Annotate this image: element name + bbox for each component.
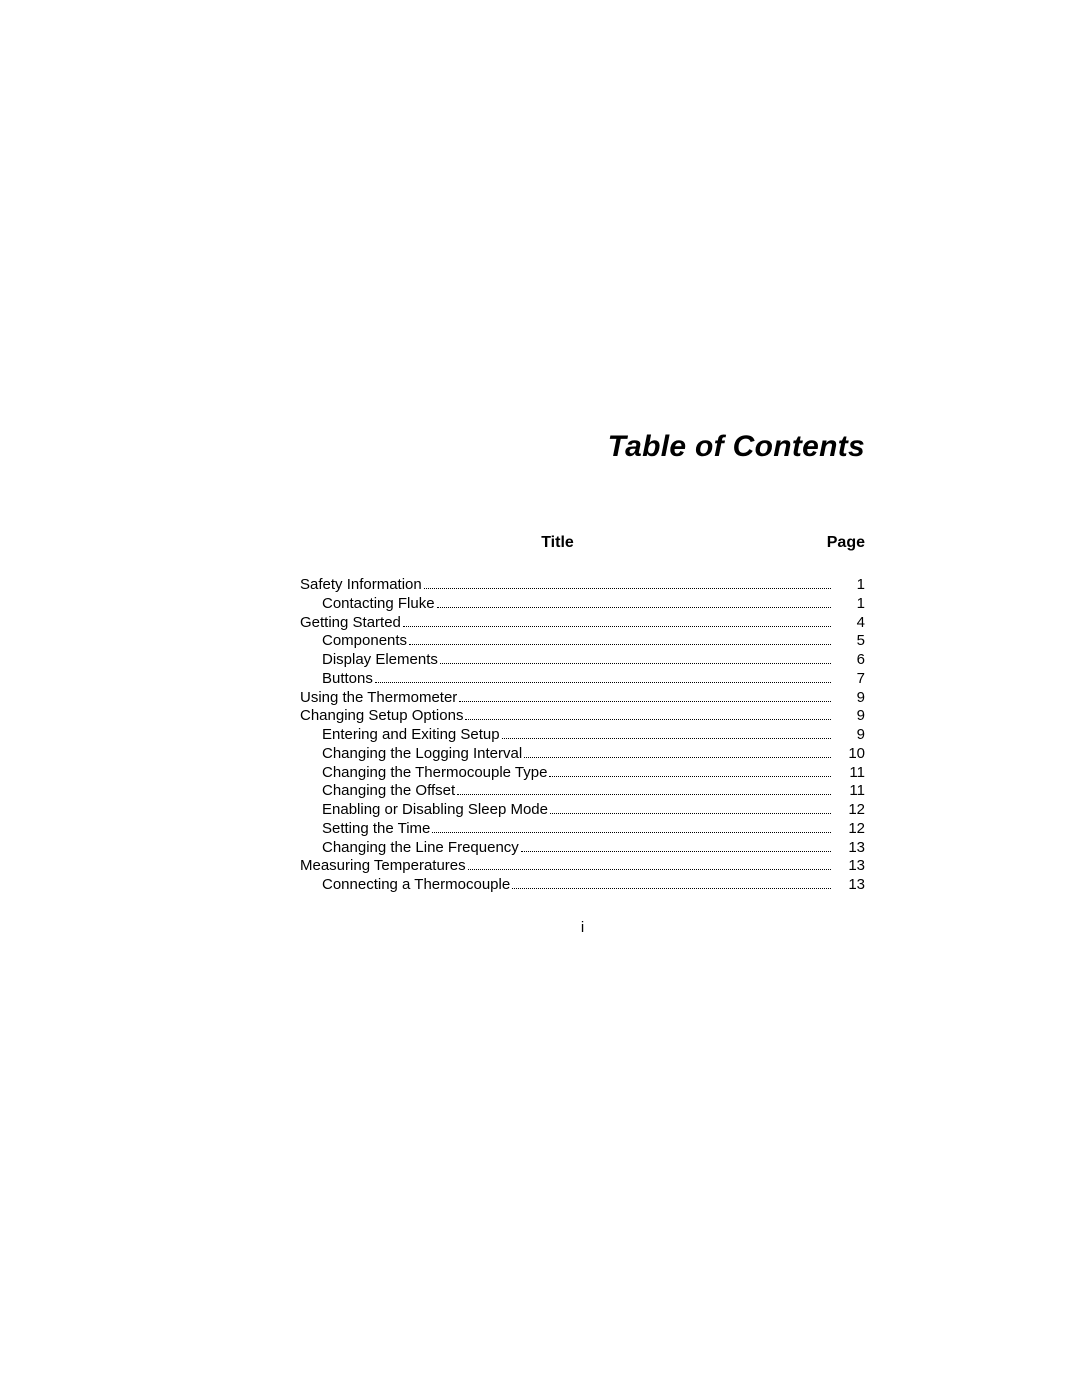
toc-leader-dots — [437, 607, 831, 608]
toc-row: Changing Setup Options 9 — [300, 707, 865, 726]
toc-entry-page: 6 — [835, 651, 865, 670]
toc-leader-dots — [409, 644, 831, 645]
toc-entry-label: Enabling or Disabling Sleep Mode — [300, 801, 548, 820]
toc-entry-page: 13 — [835, 876, 865, 895]
column-header-page: Page — [815, 534, 865, 552]
toc-entry-page: 4 — [835, 614, 865, 633]
toc-entry-label: Using the Thermometer — [300, 689, 457, 708]
toc-row: Changing the Thermocouple Type 11 — [300, 764, 865, 783]
toc-leader-dots — [440, 663, 831, 664]
toc-entry-label: Contacting Fluke — [300, 595, 435, 614]
toc-entry-label: Changing the Line Frequency — [300, 839, 519, 858]
toc-row: Components 5 — [300, 632, 865, 651]
toc-leader-dots — [550, 813, 831, 814]
toc-entry-page: 12 — [835, 801, 865, 820]
toc-leader-dots — [521, 851, 831, 852]
toc-entry-label: Connecting a Thermocouple — [300, 876, 510, 895]
toc-leader-dots — [465, 719, 831, 720]
toc-entry-page: 1 — [835, 595, 865, 614]
toc-entry-label: Measuring Temperatures — [300, 857, 466, 876]
toc-entry-page: 11 — [835, 782, 865, 801]
toc-entry-page: 9 — [835, 726, 865, 745]
toc-row: Setting the Time 12 — [300, 820, 865, 839]
toc-leader-dots — [502, 738, 831, 739]
toc-leader-dots — [459, 701, 831, 702]
toc-row: Enabling or Disabling Sleep Mode 12 — [300, 801, 865, 820]
toc-entry-page: 1 — [835, 576, 865, 595]
toc-header-row: Title Page — [300, 534, 865, 552]
toc-row: Changing the Offset 11 — [300, 782, 865, 801]
toc-leader-dots — [457, 794, 831, 795]
toc-entry-label: Changing Setup Options — [300, 707, 463, 726]
toc-leader-dots — [403, 626, 831, 627]
toc-leader-dots — [549, 776, 831, 777]
toc-entry-label: Buttons — [300, 670, 373, 689]
toc-entry-page: 13 — [835, 839, 865, 858]
toc-leader-dots — [524, 757, 831, 758]
toc-row: Entering and Exiting Setup 9 — [300, 726, 865, 745]
toc-entry-label: Changing the Thermocouple Type — [300, 764, 547, 783]
page-number-footer: i — [300, 919, 865, 936]
toc-entry-label: Getting Started — [300, 614, 401, 633]
toc-entry-page: 12 — [835, 820, 865, 839]
toc-entry-page: 5 — [835, 632, 865, 651]
toc-row: Using the Thermometer 9 — [300, 689, 865, 708]
toc-entry-label: Changing the Logging Interval — [300, 745, 522, 764]
toc-page: Table of Contents Title Page Safety Info… — [195, 0, 865, 936]
toc-entry-label: Safety Information — [300, 576, 422, 595]
toc-entry-page: 10 — [835, 745, 865, 764]
toc-row: Changing the Logging Interval 10 — [300, 745, 865, 764]
toc-leader-dots — [432, 832, 831, 833]
toc-row: Changing the Line Frequency 13 — [300, 839, 865, 858]
toc-row: Measuring Temperatures 13 — [300, 857, 865, 876]
toc-row: Buttons 7 — [300, 670, 865, 689]
toc-entry-label: Components — [300, 632, 407, 651]
toc-leader-dots — [375, 682, 831, 683]
toc-row: Contacting Fluke 1 — [300, 595, 865, 614]
toc-leader-dots — [424, 588, 831, 589]
toc-entry-page: 7 — [835, 670, 865, 689]
toc-row: Safety Information 1 — [300, 576, 865, 595]
page-title: Table of Contents — [195, 430, 865, 464]
toc-row: Display Elements 6 — [300, 651, 865, 670]
toc-entry-page: 9 — [835, 689, 865, 708]
toc-row: Connecting a Thermocouple 13 — [300, 876, 865, 895]
toc-list: Safety Information1Contacting Fluke1Gett… — [300, 576, 865, 895]
toc-entry-page: 11 — [835, 764, 865, 783]
toc-row: Getting Started 4 — [300, 614, 865, 633]
column-header-title: Title — [300, 534, 815, 552]
toc-leader-dots — [468, 869, 831, 870]
toc-entry-page: 9 — [835, 707, 865, 726]
toc-entry-label: Display Elements — [300, 651, 438, 670]
toc-entry-label: Setting the Time — [300, 820, 430, 839]
toc-leader-dots — [512, 888, 831, 889]
toc-entry-label: Changing the Offset — [300, 782, 455, 801]
toc-entry-label: Entering and Exiting Setup — [300, 726, 500, 745]
toc-entry-page: 13 — [835, 857, 865, 876]
